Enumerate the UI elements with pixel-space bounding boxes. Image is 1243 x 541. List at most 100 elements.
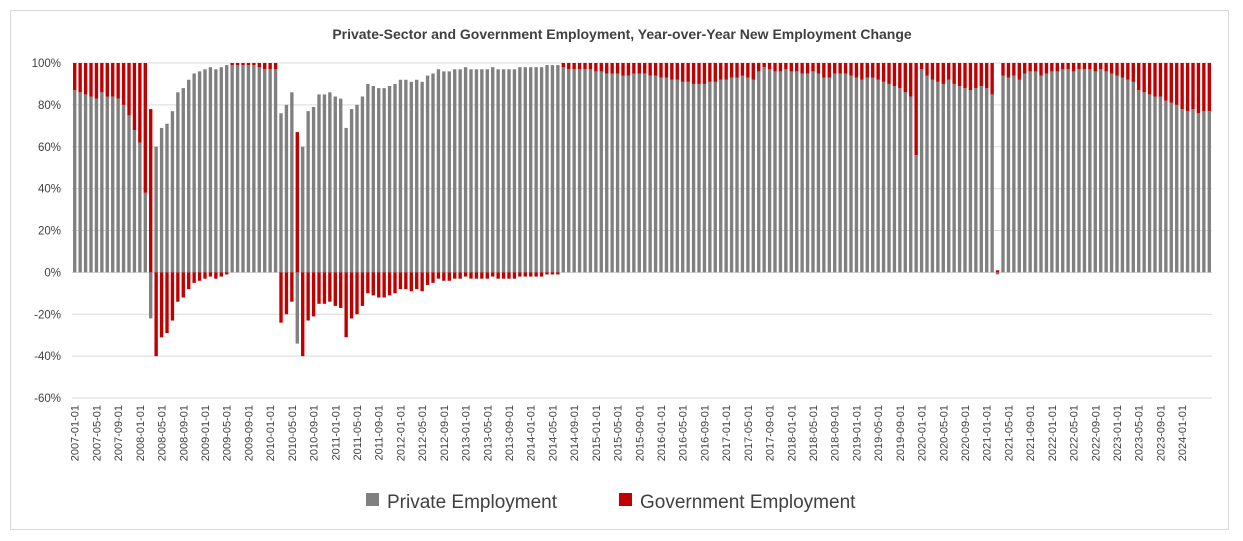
bar-private (89, 96, 93, 273)
bar-government (572, 63, 576, 70)
bar-government (1066, 63, 1070, 70)
bar-government (398, 272, 403, 290)
bar-government (995, 270, 1000, 273)
bar-government (681, 63, 685, 82)
bar-government (539, 272, 544, 277)
bar-government (724, 63, 728, 80)
bar-private (746, 77, 750, 273)
bar-private (393, 83, 397, 273)
bar-private (1039, 75, 1043, 273)
bar-government (1028, 63, 1032, 72)
bar-government (1180, 63, 1184, 110)
bar-private (1066, 69, 1070, 273)
bar-private (111, 96, 115, 273)
x-tick-label: 2022-09-01 (1090, 405, 1102, 461)
bar-government (577, 63, 582, 70)
legend-swatch-private (366, 493, 379, 506)
legend: Private Employment Government Employment (366, 492, 856, 513)
bar-private (1044, 73, 1049, 273)
bar-government (187, 272, 191, 290)
bar-government (1055, 63, 1059, 72)
bar-government (78, 63, 82, 93)
bar-government (436, 272, 441, 279)
bar-government (713, 63, 717, 82)
chart-title: Private-Sector and Government Employment… (332, 26, 912, 42)
bar-private (659, 77, 663, 273)
legend-label-government: Government Employment (640, 492, 856, 513)
bar-private (214, 69, 218, 273)
bar-private (805, 73, 810, 273)
bar-government (512, 272, 517, 279)
bar-government (203, 272, 207, 279)
bar-government (463, 272, 468, 277)
bar-government (735, 63, 739, 78)
bar-government (626, 63, 631, 76)
bar-government (1033, 63, 1038, 72)
bar-private (132, 130, 137, 273)
x-tick-label: 2024-01-01 (1177, 405, 1189, 461)
bar-government (1191, 63, 1195, 110)
bar-government (925, 63, 929, 76)
bar-government (485, 272, 489, 279)
x-tick-label: 2018-01-01 (786, 405, 798, 461)
bar-private (170, 111, 175, 273)
bar-private (838, 73, 842, 273)
bar-government (789, 63, 793, 72)
bar-private (539, 67, 544, 273)
bar-government (273, 63, 278, 70)
bar-private (328, 92, 332, 273)
bar-government (632, 63, 636, 74)
x-tick-label: 2013-09-01 (504, 405, 516, 461)
bar-private (159, 127, 164, 273)
x-tick-label: 2022-01-01 (1047, 405, 1059, 461)
bar-government (968, 63, 973, 91)
x-tick-label: 2023-05-01 (1134, 405, 1146, 461)
bar-government (219, 272, 223, 277)
x-tick-label: 2012-09-01 (439, 405, 451, 461)
bar-government (615, 63, 620, 74)
bar-government (214, 272, 218, 279)
bar-private (534, 67, 538, 273)
bar-government (1126, 63, 1130, 80)
bar-government (501, 272, 506, 279)
x-tick-label: 2011-09-01 (374, 405, 386, 460)
bar-private (556, 65, 560, 273)
y-tick-label: -20% (34, 309, 61, 321)
legend-label-private: Private Employment (387, 492, 558, 513)
bar-private (425, 75, 430, 273)
bar-government (143, 63, 147, 193)
bar-government (887, 63, 891, 84)
bar-private (979, 86, 983, 273)
bar-government (610, 63, 614, 74)
bar-private (463, 67, 468, 273)
bar-government (306, 272, 310, 321)
bar-private (930, 79, 935, 273)
x-tick-label: 2007-09-01 (113, 405, 125, 461)
bar-government (1077, 63, 1081, 70)
bar-private (1006, 77, 1011, 273)
bar-private (773, 71, 777, 273)
bar-private (822, 77, 826, 273)
bar-government (387, 272, 392, 296)
bar-private (865, 77, 869, 273)
y-tick-label: 60% (38, 142, 61, 154)
bar-private (588, 69, 593, 273)
bar-government (377, 272, 381, 298)
bar-private (187, 79, 191, 273)
bar-private (903, 92, 907, 273)
bar-government (73, 63, 77, 91)
bar-government (458, 272, 462, 279)
bar-private (252, 65, 256, 273)
bar-private (225, 65, 229, 273)
bar-private (268, 69, 272, 273)
bar-private (1088, 69, 1092, 273)
bar-private (197, 71, 202, 273)
bar-government (447, 272, 451, 281)
bar-private (241, 65, 245, 273)
bar-private (1017, 79, 1021, 273)
bar-private (295, 272, 299, 344)
x-tick-label: 2010-01-01 (265, 405, 277, 461)
bar-private (1153, 96, 1157, 273)
bar-private (767, 69, 772, 273)
bar-government (344, 272, 348, 338)
